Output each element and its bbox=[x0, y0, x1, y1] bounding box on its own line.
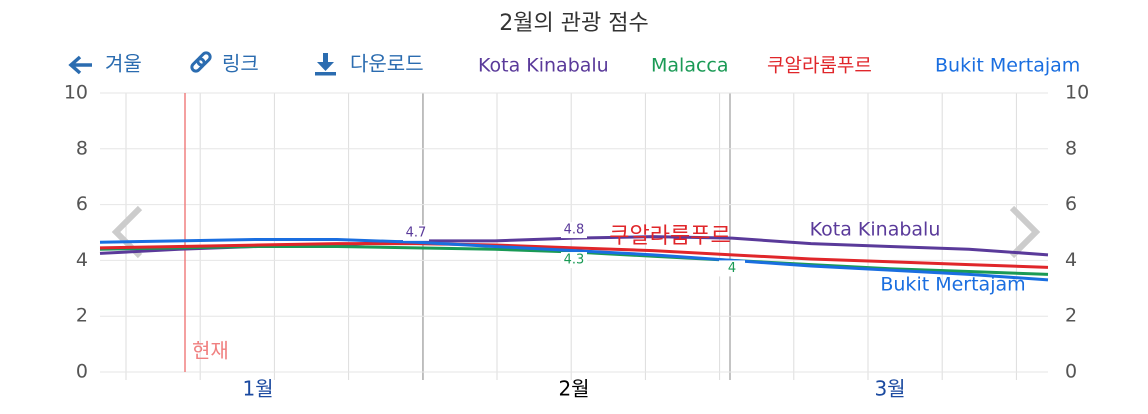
back-button[interactable]: 겨울 bbox=[105, 52, 142, 76]
y-tick-label: 2 bbox=[76, 305, 88, 327]
y-tick-label: 4 bbox=[76, 249, 88, 271]
y2-tick-label: 6 bbox=[1065, 193, 1077, 215]
legend-entry[interactable]: Malacca bbox=[651, 55, 729, 77]
value-label: 4.3 bbox=[564, 253, 585, 268]
next-arrow[interactable] bbox=[1009, 205, 1041, 259]
link-icon[interactable] bbox=[190, 51, 212, 73]
series-inline-label: Bukit Mertajam bbox=[880, 274, 1025, 296]
value-label-bg bbox=[561, 222, 587, 239]
now-label: 현재 bbox=[192, 339, 229, 363]
x-tick-label: 1월 bbox=[242, 377, 273, 401]
value-label-bg bbox=[719, 260, 745, 277]
link-button[interactable]: 링크 bbox=[222, 52, 259, 76]
y2-tick-label: 8 bbox=[1065, 137, 1077, 159]
series-inline-label: Kota Kinabalu bbox=[810, 219, 941, 241]
value-label: 4.7 bbox=[406, 225, 427, 240]
chart-title: 2월의 관광 점수 bbox=[499, 11, 648, 36]
download-icon[interactable] bbox=[315, 53, 336, 76]
y-tick-label: 8 bbox=[76, 137, 88, 159]
y-tick-label: 10 bbox=[64, 82, 88, 104]
y2-tick-label: 2 bbox=[1065, 305, 1077, 327]
series-line bbox=[99, 237, 1049, 282]
legend-entry[interactable]: 쿠알라룸푸르 bbox=[767, 55, 872, 77]
y2-tick-label: 10 bbox=[1065, 82, 1089, 104]
legend-entry[interactable]: Kota Kinabalu bbox=[478, 55, 609, 77]
value-label-bg bbox=[403, 224, 429, 241]
x-tick-label: 2월 bbox=[558, 377, 589, 401]
y2-tick-label: 0 bbox=[1065, 361, 1077, 383]
series-line bbox=[99, 242, 1049, 269]
x-tick-label: 3월 bbox=[874, 377, 905, 401]
value-label-bg bbox=[561, 252, 587, 269]
toolbar: 겨울 링크 다운로드 bbox=[68, 51, 424, 76]
series-inline-label: 쿠알라룸푸르 bbox=[609, 224, 730, 249]
y2-tick-label: 4 bbox=[1065, 249, 1077, 271]
back-icon[interactable] bbox=[68, 55, 92, 75]
legend-entry[interactable]: Bukit Mertajam bbox=[935, 55, 1080, 77]
y-tick-label: 6 bbox=[76, 193, 88, 215]
value-label: 4 bbox=[728, 261, 736, 276]
download-button[interactable]: 다운로드 bbox=[350, 52, 424, 76]
value-label: 4.8 bbox=[564, 223, 585, 238]
y-tick-label: 0 bbox=[76, 361, 88, 383]
